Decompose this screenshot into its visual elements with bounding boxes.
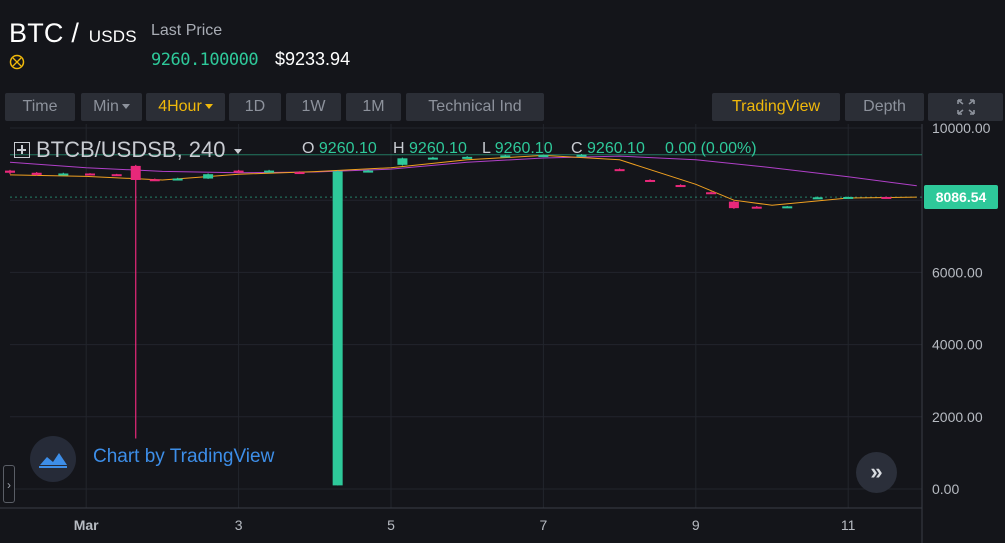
candle-body xyxy=(149,179,160,182)
x-tick-label: 9 xyxy=(692,517,700,533)
y-tick-label: 2000.00 xyxy=(932,409,983,425)
open-value: 9260.10 xyxy=(318,140,377,157)
candle-body xyxy=(427,157,438,160)
close-value: 9260.10 xyxy=(587,140,645,157)
ohlc-open: O 9260.10 xyxy=(302,140,377,158)
chart-toolbar: Time Min 4Hour 1D 1W 1M Technical Ind Tr… xyxy=(0,93,1005,121)
open-label: O xyxy=(302,140,315,157)
candle-body xyxy=(397,158,408,165)
candle-body xyxy=(294,172,305,175)
one-day-button[interactable]: 1D xyxy=(229,93,281,121)
x-tick-label: 3 xyxy=(235,517,243,533)
ma-long-line xyxy=(9,155,917,187)
scroll-to-latest-button[interactable]: » xyxy=(856,452,897,493)
trading-pair: BTC / USDS xyxy=(9,18,137,49)
candle-body xyxy=(130,165,141,180)
high-label: H xyxy=(393,140,405,157)
x-tick-label: 5 xyxy=(387,517,395,533)
candle-body xyxy=(203,174,214,179)
y-tick-label: 10000.00 xyxy=(932,120,991,136)
usd-price-value: $9233.94 xyxy=(275,49,351,69)
chevron-down-icon xyxy=(233,148,242,154)
double-chevron-right-icon: » xyxy=(870,459,883,484)
candle-body xyxy=(614,169,625,172)
tradingview-logo-icon xyxy=(30,436,76,482)
ohlc-close: C 9260.10 xyxy=(571,140,645,158)
x-tick-label: 7 xyxy=(540,517,548,533)
change-value: 0.00 (0.00%) xyxy=(665,140,757,157)
candle-body xyxy=(675,185,686,188)
high-value: 9260.10 xyxy=(409,140,467,157)
candle-body xyxy=(706,192,717,195)
plus-square-icon xyxy=(14,142,30,158)
four-hour-dropdown[interactable]: 4Hour xyxy=(146,93,225,121)
fullscreen-icon xyxy=(956,98,975,115)
x-tick-label: 11 xyxy=(841,517,856,533)
candle-body xyxy=(751,206,762,209)
symbol-label: BTCB/USDSB, 240 xyxy=(36,137,226,162)
min-dropdown[interactable]: Min xyxy=(81,93,142,121)
chevron-down-icon xyxy=(204,104,213,110)
coin-icon xyxy=(9,54,25,70)
fullscreen-button[interactable] xyxy=(928,93,1003,121)
candle-body xyxy=(576,154,587,157)
header: BTC / USDS Last Price 9260.100000 $9233.… xyxy=(0,0,1005,90)
base-asset: BTC xyxy=(9,18,64,48)
candle-body xyxy=(538,155,549,158)
y-tick-label: 4000.00 xyxy=(932,337,983,353)
ohlc-high: H 9260.10 xyxy=(393,140,467,158)
candle-body xyxy=(332,171,343,486)
last-price-label: Last Price xyxy=(151,22,223,39)
pair-separator: / xyxy=(71,18,80,48)
symbol-legend[interactable]: BTCB/USDSB, 240 xyxy=(14,137,242,163)
y-tick-label: 0.00 xyxy=(932,481,959,497)
close-label: C xyxy=(571,140,583,157)
x-tick-label: Mar xyxy=(74,517,99,533)
y-tick-label: 6000.00 xyxy=(932,264,983,280)
candle-body xyxy=(233,170,244,173)
candle-body xyxy=(645,179,656,182)
low-value: 9260.10 xyxy=(494,140,553,157)
min-label: Min xyxy=(93,98,119,115)
candle-body xyxy=(812,197,823,200)
chevron-down-icon xyxy=(121,104,130,110)
current-price-tag: 8086.54 xyxy=(924,185,998,209)
candle-body xyxy=(58,173,69,176)
one-month-button[interactable]: 1M xyxy=(346,93,401,121)
chevron-right-icon: › xyxy=(7,478,11,492)
tradingview-tab[interactable]: TradingView xyxy=(712,93,840,121)
low-label: L xyxy=(482,140,491,157)
candle-body xyxy=(31,172,42,175)
candle-body xyxy=(881,196,892,199)
one-week-button[interactable]: 1W xyxy=(286,93,341,121)
candle-body xyxy=(264,170,275,173)
four-hour-label: 4Hour xyxy=(158,98,202,115)
ohlc-low: L 9260.10 xyxy=(482,140,553,158)
candle-body xyxy=(728,201,739,209)
last-price-value: 9260.100000 xyxy=(151,50,259,70)
candle-body xyxy=(172,178,183,181)
candle-body xyxy=(782,206,793,209)
time-button[interactable]: Time xyxy=(5,93,75,121)
candle-body xyxy=(5,170,15,173)
candle-body xyxy=(500,155,511,158)
candle-body xyxy=(363,170,374,173)
technical-indicators-button[interactable]: Technical Ind xyxy=(406,93,544,121)
candle-body xyxy=(843,196,854,199)
candle-body xyxy=(85,173,96,176)
quote-asset: USDS xyxy=(88,27,137,46)
watermark-text: Chart by TradingView xyxy=(93,446,275,467)
candle-body xyxy=(462,156,473,159)
side-panel-toggle[interactable]: › xyxy=(3,465,15,503)
candle-body xyxy=(111,174,122,177)
depth-tab[interactable]: Depth xyxy=(845,93,924,121)
